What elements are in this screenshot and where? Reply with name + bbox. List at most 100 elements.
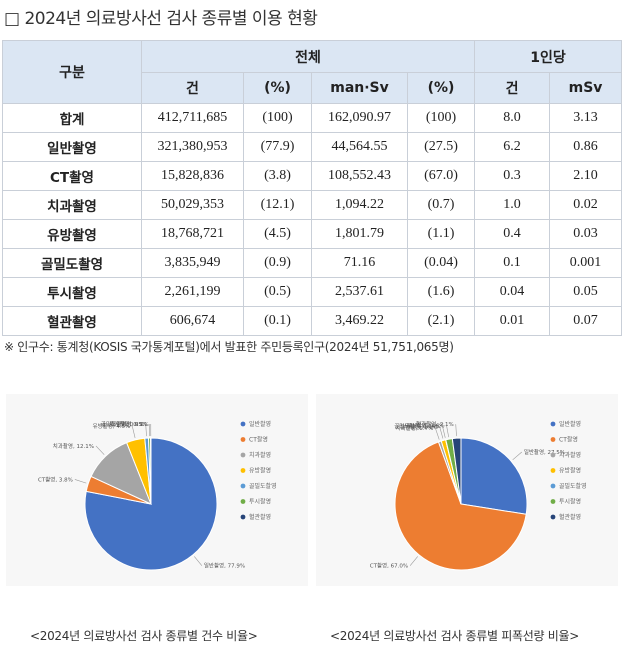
table-cell: (1.6) — [406, 277, 476, 307]
table-cell: 0.01 — [474, 306, 551, 336]
leader-line — [131, 426, 136, 438]
leader-line — [194, 556, 203, 566]
legend-marker — [550, 514, 556, 520]
table-cell: 0.1 — [474, 248, 551, 278]
table-row: CT촬영 15,828,836 (3.8) 108,552.43 (67.0) 0.3 2.… — [2, 161, 623, 191]
legend-item: 유방촬영 — [249, 467, 271, 475]
row-label: 유방촬영 — [2, 219, 142, 249]
table-cell: 1.0 — [474, 190, 551, 220]
pie-slice-2 — [394, 441, 527, 571]
legend-item: CT촬영 — [249, 436, 268, 444]
table-cell: (3.8) — [243, 161, 312, 191]
legend-marker — [550, 421, 556, 427]
table-row: 치과촬영 50,029,353 (12.1) 1,094.22 (0.7) 1.0 0.02 — [2, 190, 623, 220]
legend-marker — [550, 452, 556, 458]
table-cell: 15,828,836 — [141, 161, 244, 191]
header-group-percapita: 1인당 — [474, 40, 623, 73]
table-cell: 3.13 — [549, 103, 623, 133]
legend-marker — [240, 421, 246, 427]
leader-line — [435, 428, 440, 440]
header-dose-percent: (%) — [406, 72, 476, 104]
dose-ratio-pie-svg: 일반촬영, 27.5% CT촬영, 67.0% 치과촬영, 0.7%유방촬영, 1.… — [316, 394, 618, 586]
table-cell: 321,380,953 — [141, 132, 244, 162]
legend-item: 골밀도촬영 — [559, 482, 587, 490]
table-cell: (12.1) — [243, 190, 312, 220]
table-cell: 2.10 — [549, 161, 623, 191]
table-cell: 0.07 — [549, 306, 623, 336]
table-cell: (4.5) — [243, 219, 312, 249]
slice-data-label: 유방촬영, 4.5% — [93, 422, 131, 430]
table-cell: 0.03 — [549, 219, 623, 249]
leader-line — [439, 426, 444, 439]
legend-item: 혈관촬영 — [559, 513, 581, 521]
table-cell: (0.04) — [406, 248, 476, 278]
slice-data-label: 치과촬영, 12.1% — [53, 442, 94, 450]
count-chart-caption: <2024년 의료방사선 검사 종류별 건수 비율> — [30, 629, 258, 643]
header-percapita-msv: mSv — [549, 72, 623, 104]
leader-line — [74, 479, 87, 484]
legend-item: 골밀도촬영 — [249, 482, 277, 490]
row-label: CT촬영 — [2, 161, 142, 191]
table-cell: (2.1) — [406, 306, 476, 336]
row-label: 치과촬영 — [2, 190, 142, 220]
slice-data-label: CT촬영, 3.8% — [38, 475, 73, 483]
row-label: 합계 — [2, 103, 142, 133]
table-cell: (27.5) — [406, 132, 476, 162]
header-count: 건 — [141, 72, 244, 104]
leader-line — [512, 451, 523, 461]
table-cell: 0.001 — [549, 248, 623, 278]
pie-slice-1 — [460, 437, 528, 515]
table-row: 일반촬영 321,380,953 (77.9) 44,564.55 (27.5) 6.2 0… — [2, 132, 623, 162]
legend-marker — [550, 483, 556, 489]
table-cell: (0.5) — [243, 277, 312, 307]
legend-item: 일반촬영 — [559, 420, 581, 428]
table-cell: (0.1) — [243, 306, 312, 336]
legend-marker — [240, 483, 246, 489]
table-cell: (100) — [406, 103, 476, 133]
legend-marker — [240, 452, 246, 458]
table-cell: 2,537.61 — [311, 277, 408, 307]
table-cell: 0.4 — [474, 219, 551, 249]
table-cell: (77.9) — [243, 132, 312, 162]
leader-line — [446, 425, 449, 438]
legend-item: 일반촬영 — [249, 420, 271, 428]
table-row: 합계 412,711,685 (100) 162,090.97 (100) 8.0 3.13 — [2, 103, 623, 133]
leader-line — [409, 556, 418, 566]
table-cell: 606,674 — [141, 306, 244, 336]
page-title: □ 2024년 의료방사선 검사 종류별 이용 현황 — [4, 9, 318, 29]
table-cell: (0.9) — [243, 248, 312, 278]
table-cell: 0.05 — [549, 277, 623, 307]
slice-data-label: 투시촬영, 1.6% — [407, 421, 445, 429]
legend-marker — [240, 514, 246, 520]
legend-item: 투시촬영 — [559, 498, 581, 506]
table-cell: 412,711,685 — [141, 103, 244, 133]
table-cell: 6.2 — [474, 132, 551, 162]
table-cell: (100) — [243, 103, 312, 133]
table-cell: 3,469.22 — [311, 306, 408, 336]
slice-data-label: 일반촬영, 27.5% — [524, 448, 565, 456]
legend-item: 투시촬영 — [249, 498, 271, 506]
table-cell: 18,768,721 — [141, 219, 244, 249]
table-cell: 44,564.55 — [311, 132, 408, 162]
slice-data-label: 투시촬영, 0.5% — [110, 420, 148, 428]
leader-line — [455, 424, 457, 437]
legend-marker — [550, 499, 556, 504]
row-label: 혈관촬영 — [2, 306, 142, 336]
table-cell: 1,801.79 — [311, 219, 408, 249]
dose-ratio-pie-chart: 일반촬영, 27.5% CT촬영, 67.0% 치과촬영, 0.7% 유방촬영, 1.… — [316, 394, 618, 586]
slice-data-label: CT촬영, 67.0% — [370, 562, 408, 570]
table-cell: 1,094.22 — [311, 190, 408, 220]
table-row: 투시촬영 2,261,199 (0.5) 2,537.61 (1.6) 0.04 0.05 — [2, 277, 623, 307]
table-cell: 108,552.43 — [311, 161, 408, 191]
row-label: 골밀도촬영 — [2, 248, 142, 278]
table-cell: (1.1) — [406, 219, 476, 249]
population-note: ※ 인구수: 통계청(KOSIS 국가통계포털)에서 발표한 주민등록인구(20… — [4, 340, 454, 354]
legend-marker — [240, 499, 246, 504]
header-count-percent: (%) — [243, 72, 312, 104]
table-cell: (67.0) — [406, 161, 476, 191]
pie-slice-1 — [84, 437, 218, 571]
leader-line — [95, 445, 105, 455]
table-row: 유방촬영 18,768,721 (4.5) 1,801.79 (1.1) 0.4 0.03 — [2, 219, 623, 249]
pie-slice-7 — [451, 437, 462, 505]
table-cell: 2,261,199 — [141, 277, 244, 307]
